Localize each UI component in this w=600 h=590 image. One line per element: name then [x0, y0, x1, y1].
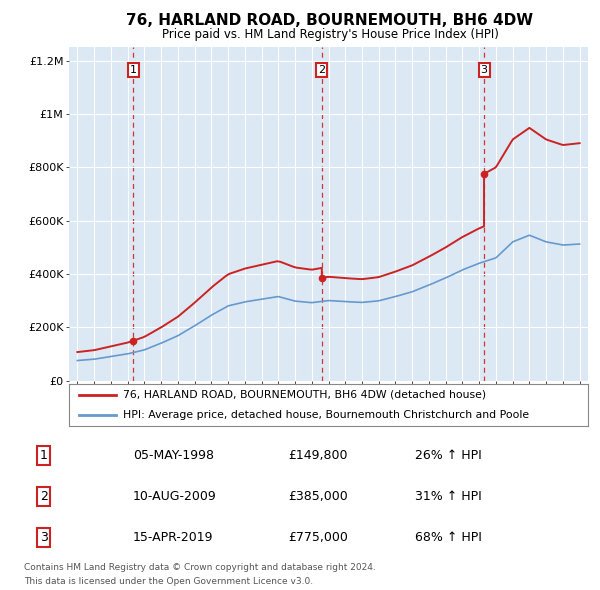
Text: 3: 3	[40, 531, 47, 544]
Text: 05-MAY-1998: 05-MAY-1998	[133, 449, 214, 462]
Text: 15-APR-2019: 15-APR-2019	[133, 531, 214, 544]
Text: 1: 1	[40, 449, 47, 462]
Text: £775,000: £775,000	[289, 531, 349, 544]
Text: 2: 2	[318, 65, 325, 75]
Text: 76, HARLAND ROAD, BOURNEMOUTH, BH6 4DW: 76, HARLAND ROAD, BOURNEMOUTH, BH6 4DW	[127, 13, 533, 28]
Text: £149,800: £149,800	[289, 449, 348, 462]
Text: 31% ↑ HPI: 31% ↑ HPI	[415, 490, 482, 503]
Text: 68% ↑ HPI: 68% ↑ HPI	[415, 531, 482, 544]
Text: Price paid vs. HM Land Registry's House Price Index (HPI): Price paid vs. HM Land Registry's House …	[161, 28, 499, 41]
Text: £385,000: £385,000	[289, 490, 348, 503]
Text: 10-AUG-2009: 10-AUG-2009	[133, 490, 217, 503]
Text: 26% ↑ HPI: 26% ↑ HPI	[415, 449, 482, 462]
Text: 1: 1	[130, 65, 137, 75]
Text: This data is licensed under the Open Government Licence v3.0.: This data is licensed under the Open Gov…	[24, 576, 313, 586]
Text: 76, HARLAND ROAD, BOURNEMOUTH, BH6 4DW (detached house): 76, HARLAND ROAD, BOURNEMOUTH, BH6 4DW (…	[124, 390, 487, 400]
Text: 3: 3	[481, 65, 488, 75]
Text: Contains HM Land Registry data © Crown copyright and database right 2024.: Contains HM Land Registry data © Crown c…	[24, 563, 376, 572]
Text: 2: 2	[40, 490, 47, 503]
Text: HPI: Average price, detached house, Bournemouth Christchurch and Poole: HPI: Average price, detached house, Bour…	[124, 409, 530, 419]
